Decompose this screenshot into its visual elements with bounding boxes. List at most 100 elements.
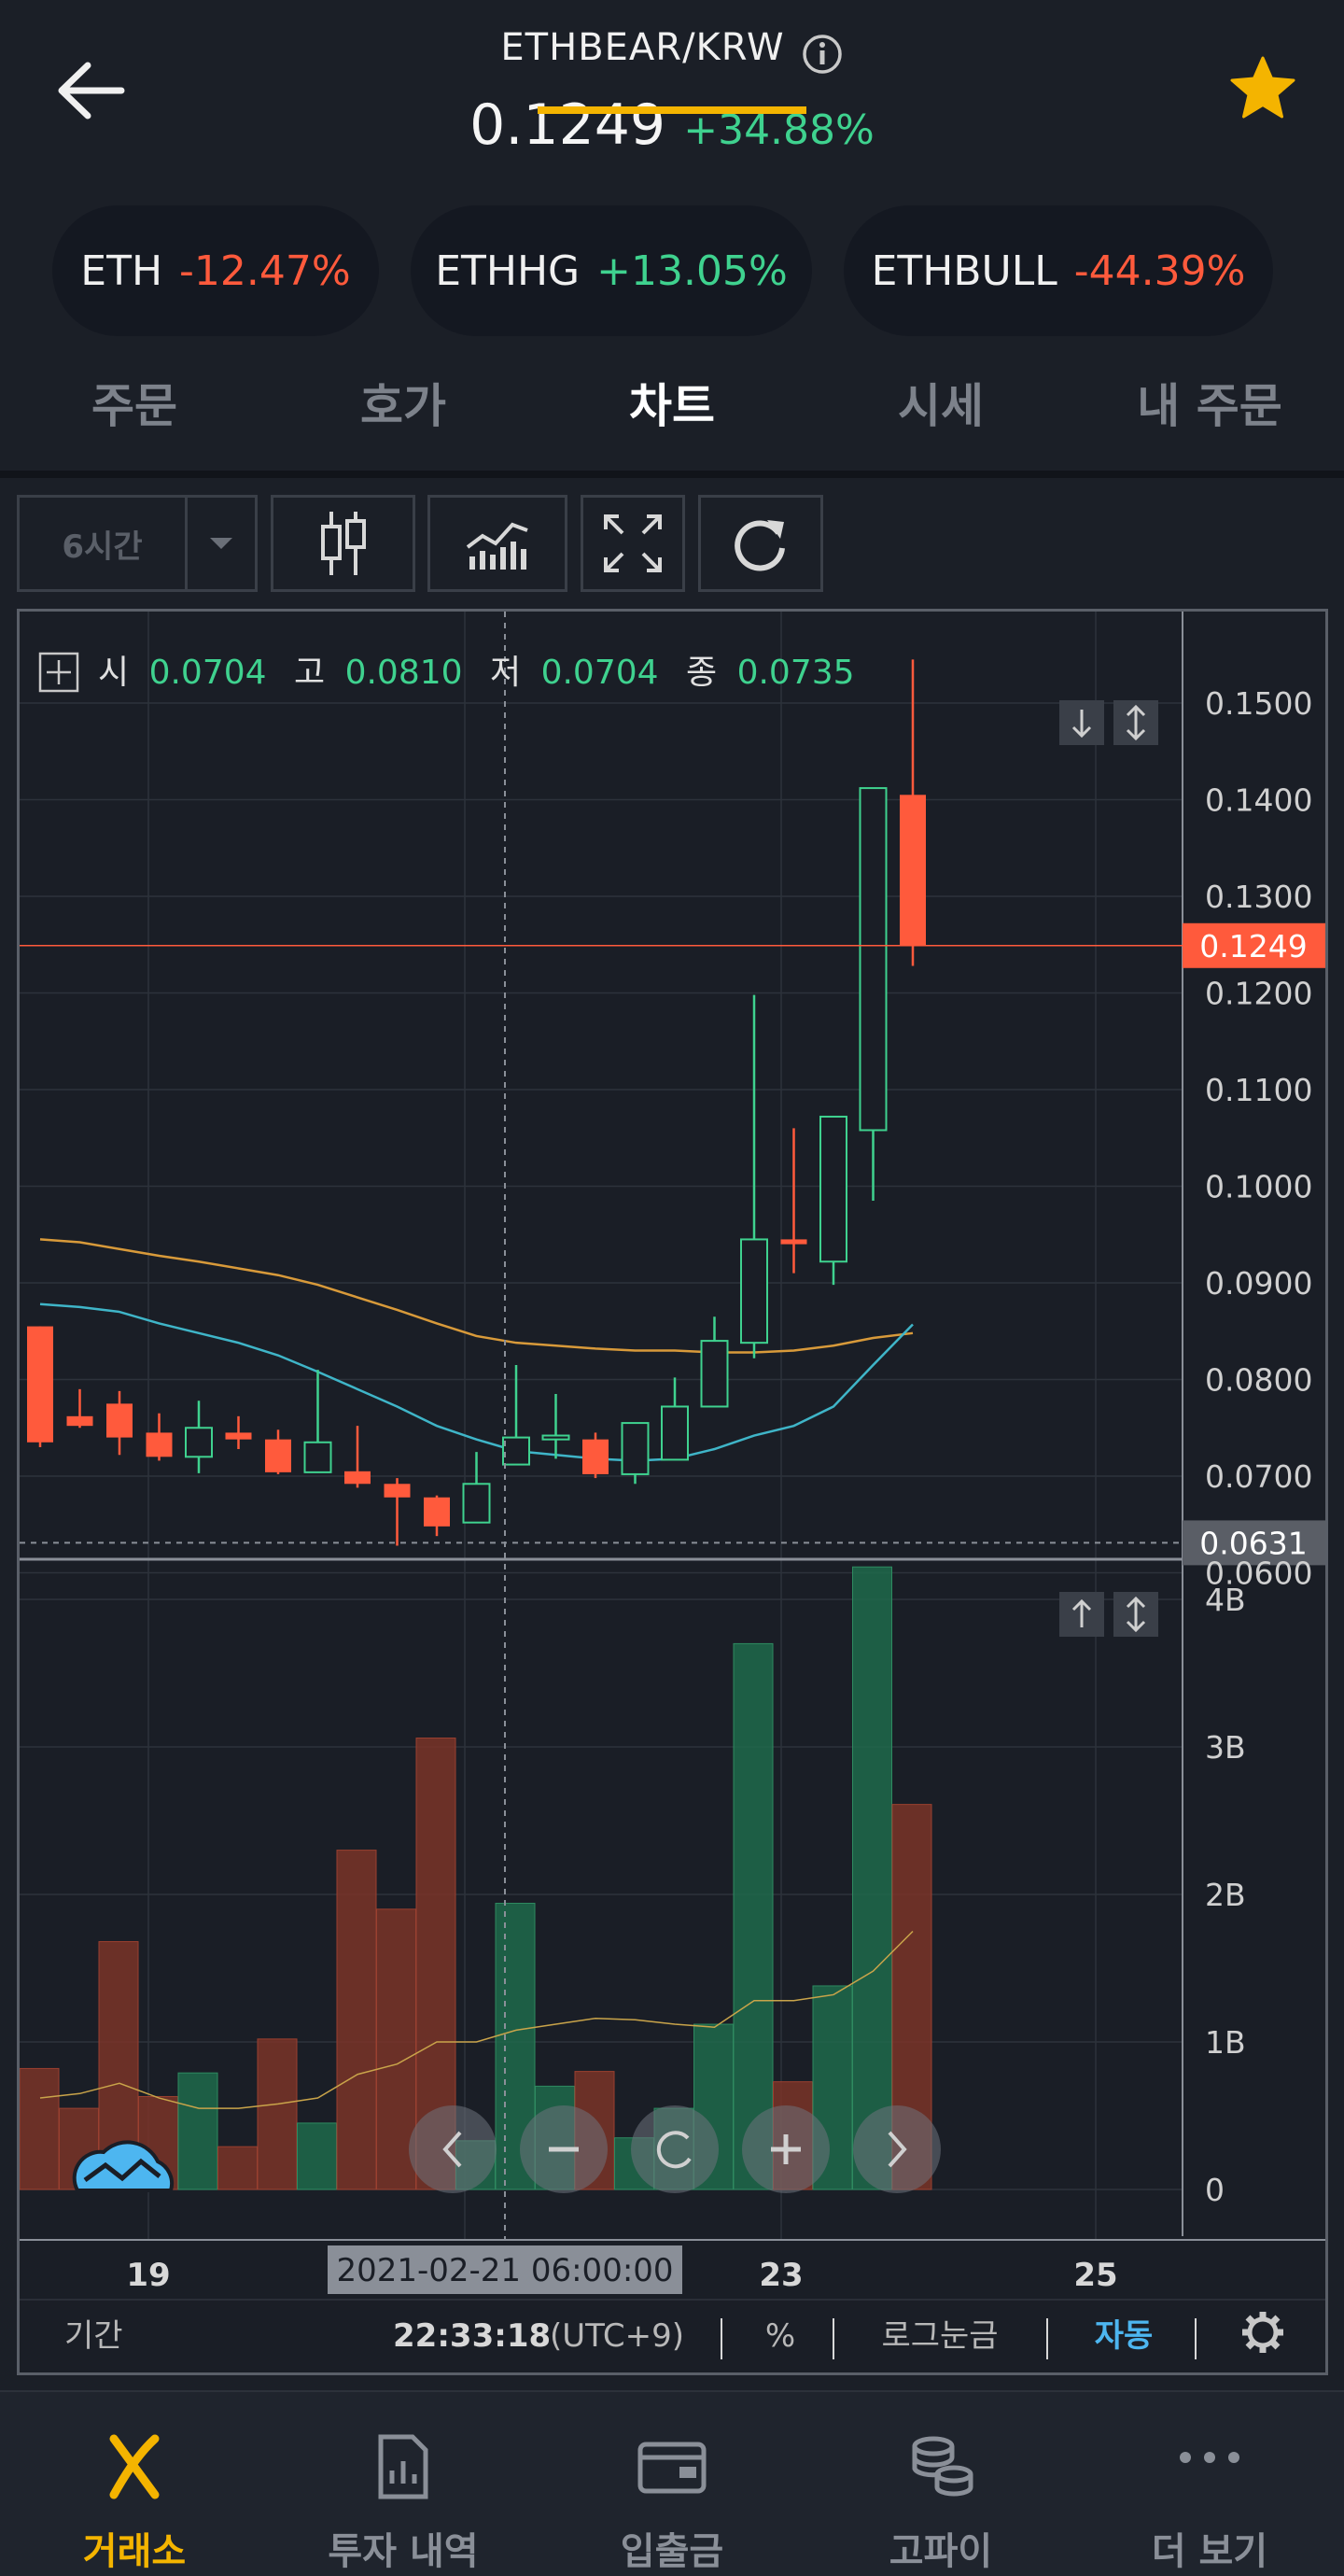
- volume-bar: [257, 2038, 298, 2190]
- volume-bar: [297, 2122, 337, 2190]
- volume-bar: [217, 2146, 258, 2190]
- candle-body: [185, 1427, 213, 1458]
- log-scale-button[interactable]: 로그눈금: [881, 2317, 998, 2355]
- chart-area[interactable]: 0.1249 0.0631 0.1500 0.1400 0.1300 0.1200 0.…: [17, 609, 1328, 2375]
- ohlc-close: 0.0735: [737, 654, 855, 692]
- low-marker-tag: [1183, 1520, 1325, 1566]
- clock-time: 22:33:18: [393, 2317, 551, 2355]
- candle-body: [344, 1471, 371, 1485]
- nav-gofi[interactable]: 고파이: [806, 2392, 1075, 2576]
- candle-body: [146, 1432, 173, 1457]
- date-tick-23: 23: [759, 2257, 803, 2294]
- tabs-divider: [0, 471, 1344, 478]
- percent-scale-button[interactable]: %: [765, 2317, 795, 2355]
- candle-body: [621, 1422, 650, 1475]
- volume-bar: [20, 2067, 60, 2190]
- candle-body: [66, 1415, 93, 1427]
- related-market-ethbull[interactable]: ETHBULL -44.39%: [844, 205, 1273, 336]
- candle-body: [661, 1405, 689, 1461]
- fullscreen-button[interactable]: [581, 495, 685, 592]
- interval-dropdown-button[interactable]: [185, 495, 258, 592]
- market-title: ETHBEAR/KRW 0.1249 +34.88%: [0, 26, 1344, 158]
- ma-long-line: [39, 1238, 914, 1354]
- price-chart[interactable]: 0.1249 0.0631 0.15000.14000.13000.12000.…: [20, 612, 1325, 2372]
- crosshair-date-text: 2021-02-21 06:00:00: [336, 2252, 673, 2289]
- trade-tabs: 주문 호가 차트 시세 내 주문: [0, 364, 1344, 478]
- ohlc-close-label: 종: [686, 654, 717, 692]
- volume-axis: 4B 3B 2B 1B 0: [1205, 1582, 1246, 2208]
- candles: [27, 659, 926, 1546]
- candle-body: [106, 1403, 133, 1438]
- date-tick-25: 25: [1073, 2257, 1117, 2294]
- arrow-updown-icon: [1126, 1596, 1146, 1633]
- volume-bar: [733, 1642, 774, 2190]
- active-tab-underline: [538, 106, 806, 114]
- chart-settings-gear-icon[interactable]: [1242, 2312, 1283, 2353]
- nav-left-button[interactable]: [409, 2105, 497, 2193]
- related-market-eth[interactable]: ETH -12.47%: [52, 205, 379, 336]
- price-change-pct: +34.88%: [683, 106, 875, 154]
- back-arrow-icon[interactable]: [54, 58, 129, 123]
- candle-body: [265, 1439, 291, 1472]
- price-tick-label: 0.1100: [1205, 1072, 1312, 1108]
- tab-orderbook[interactable]: 호가: [360, 379, 446, 433]
- crosshair-toggle-icon[interactable]: [38, 652, 79, 693]
- tab-chart[interactable]: 차트: [629, 379, 715, 433]
- nav-right-button[interactable]: [853, 2105, 941, 2193]
- candle-body: [900, 795, 926, 946]
- related-symbol: ETHBULL: [871, 246, 1057, 295]
- price-pane-scale-buttons: [1059, 700, 1158, 745]
- nav-more[interactable]: 더 보기: [1075, 2392, 1344, 2576]
- price-tick-label: 0.1000: [1205, 1169, 1312, 1205]
- volume-bars: [20, 1566, 932, 2190]
- ohlc-high-label: 고: [294, 654, 325, 692]
- ohlc-open-label: 시: [98, 654, 129, 692]
- ohlc-text: 시 0.0704 고 0.0810 저 0.0704 종 0.0735: [98, 654, 855, 692]
- candle-body: [700, 1340, 729, 1408]
- current-price: 0.1249: [469, 91, 666, 158]
- bottom-navigation: 거래소 투자 내역 입출금 고파이: [0, 2390, 1344, 2576]
- indicator-button[interactable]: [427, 495, 567, 592]
- reset-zoom-button[interactable]: [631, 2105, 719, 2193]
- favorite-star-icon[interactable]: [1228, 54, 1297, 127]
- period-button[interactable]: 기간: [64, 2317, 123, 2355]
- ohlc-low-label: 저: [490, 654, 521, 692]
- related-market-ethhg[interactable]: ETHHG +13.05%: [411, 205, 812, 336]
- chevron-left-icon: [442, 2131, 462, 2168]
- volume-tick-label: 4B: [1205, 1582, 1246, 1618]
- price-tick-label: 0.0600: [1205, 1555, 1312, 1592]
- price-tick-label: 0.1200: [1205, 976, 1312, 1012]
- candle-body: [859, 787, 888, 1132]
- nav-exchange[interactable]: 거래소: [0, 2392, 269, 2576]
- tab-my-orders[interactable]: 내 주문: [1137, 379, 1282, 433]
- info-icon[interactable]: [801, 33, 844, 79]
- tab-order[interactable]: 주문: [91, 379, 177, 433]
- volume-ma-line: [39, 1930, 914, 2109]
- price-tick-label: 0.1500: [1205, 685, 1312, 722]
- wallet-icon: [637, 2442, 707, 2494]
- candle-body: [462, 1483, 491, 1524]
- price-tick-label: 0.0900: [1205, 1265, 1312, 1302]
- report-icon: [378, 2434, 428, 2499]
- ohlc-legend: 시 0.0704 고 0.0810 저 0.0704 종 0.0735: [38, 652, 855, 693]
- candle-body: [819, 1115, 847, 1263]
- volume-tick-label: 2B: [1205, 1877, 1246, 1913]
- candle-body: [541, 1434, 570, 1441]
- volume-tick-label: 3B: [1205, 1729, 1246, 1766]
- candle-type-button[interactable]: [271, 495, 415, 592]
- low-marker-tag-text: 0.0631: [1199, 1525, 1307, 1561]
- candle-body: [424, 1497, 450, 1527]
- candle-body: [780, 1239, 807, 1245]
- nav-investment-history[interactable]: 투자 내역: [269, 2392, 538, 2576]
- clock-timezone: (UTC+9): [550, 2317, 684, 2355]
- fullscreen-icon: [604, 514, 662, 572]
- related-change: -12.47%: [179, 246, 351, 295]
- refresh-button[interactable]: [698, 495, 823, 592]
- interval-select[interactable]: 6시간: [17, 495, 188, 592]
- nav-deposit-withdraw[interactable]: 입출금: [538, 2392, 806, 2576]
- auto-scale-button[interactable]: 자동: [1095, 2317, 1154, 2355]
- current-price-tag-text: 0.1249: [1199, 928, 1307, 964]
- tab-market-price[interactable]: 시세: [898, 379, 984, 433]
- ohlc-high: 0.0810: [345, 654, 463, 692]
- indicator-chart-icon: [466, 522, 528, 570]
